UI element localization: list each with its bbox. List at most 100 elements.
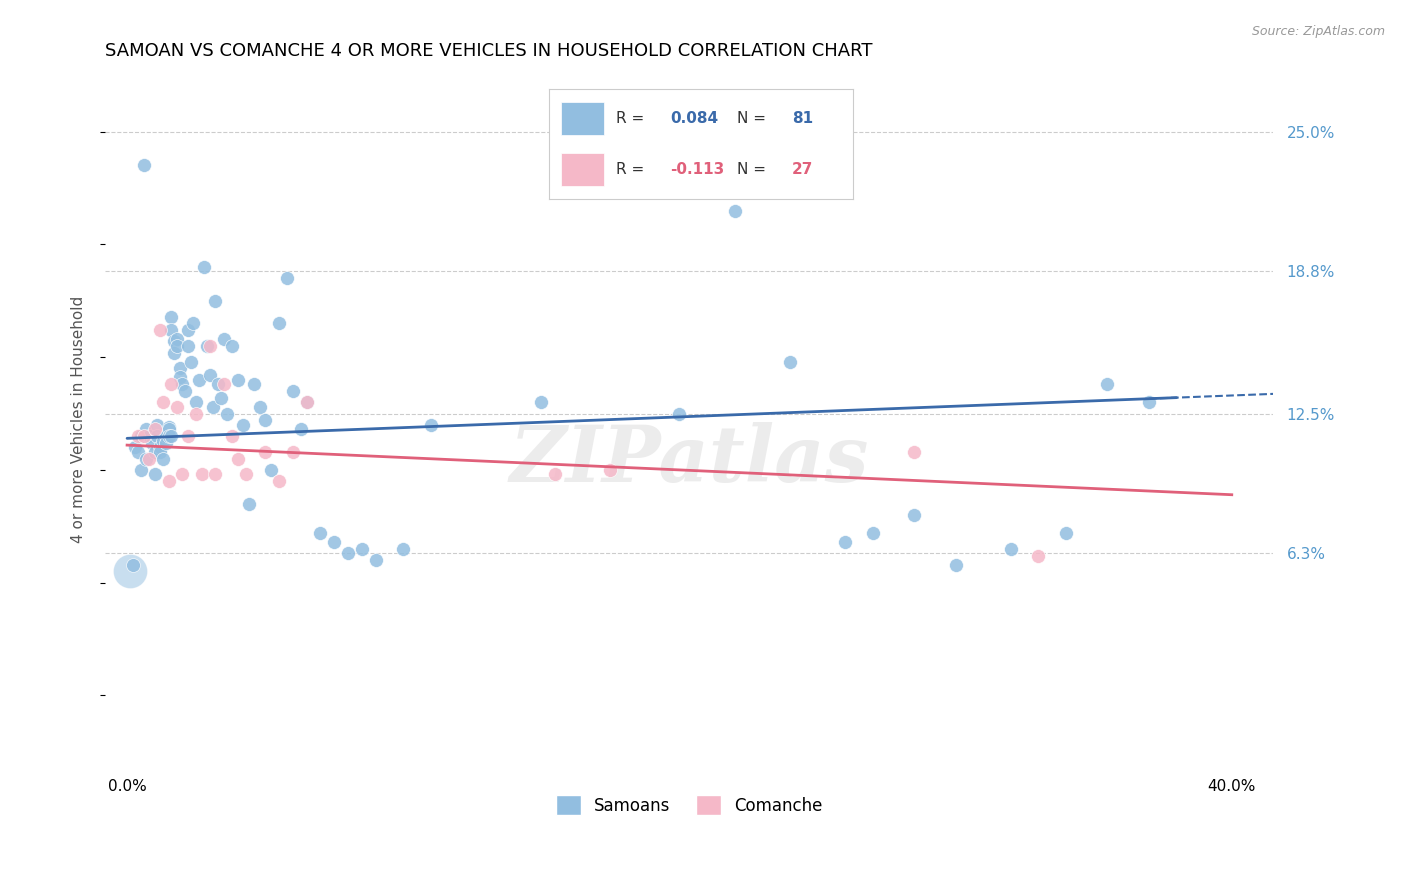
Point — [132, 429, 155, 443]
Point — [138, 451, 160, 466]
Point — [143, 467, 166, 482]
Point — [127, 445, 149, 459]
Point — [141, 435, 163, 450]
Point — [290, 422, 312, 436]
Point — [201, 400, 224, 414]
Point — [221, 429, 243, 443]
Point — [281, 445, 304, 459]
Point — [152, 395, 174, 409]
Point — [207, 377, 229, 392]
Point — [238, 497, 260, 511]
Point — [157, 420, 180, 434]
Point — [166, 400, 188, 414]
Point — [146, 417, 169, 432]
Point — [1137, 395, 1160, 409]
Point — [149, 441, 172, 455]
Point — [135, 451, 157, 466]
Point — [129, 429, 152, 443]
Point — [295, 395, 318, 409]
Point — [138, 429, 160, 443]
Point — [180, 354, 202, 368]
Point — [160, 377, 183, 392]
Point — [1097, 377, 1119, 392]
Point — [204, 293, 226, 308]
Point — [163, 345, 186, 359]
Point — [169, 361, 191, 376]
Point — [183, 316, 205, 330]
Point — [834, 535, 856, 549]
Point — [903, 508, 925, 522]
Point — [132, 158, 155, 172]
Point — [157, 429, 180, 443]
Point — [226, 451, 249, 466]
Point — [143, 422, 166, 436]
Point — [121, 558, 143, 572]
Point — [135, 422, 157, 436]
Point — [903, 445, 925, 459]
Point — [152, 451, 174, 466]
Point — [249, 400, 271, 414]
Point — [599, 463, 621, 477]
Point — [143, 445, 166, 459]
Point — [1028, 549, 1050, 563]
Point — [1054, 526, 1077, 541]
Point — [267, 316, 290, 330]
Point — [862, 526, 884, 541]
Point — [157, 474, 180, 488]
Point — [243, 377, 266, 392]
Point — [172, 467, 194, 482]
Point — [160, 310, 183, 324]
Point — [155, 435, 177, 450]
Point — [193, 260, 215, 274]
Point — [204, 467, 226, 482]
Point — [260, 463, 283, 477]
Point — [174, 384, 197, 398]
Point — [254, 413, 277, 427]
Point — [419, 417, 441, 432]
Point — [724, 203, 747, 218]
Point — [177, 323, 200, 337]
Point — [172, 377, 194, 392]
Point — [124, 441, 146, 455]
Point — [212, 377, 235, 392]
Point — [1000, 541, 1022, 556]
Point — [779, 354, 801, 368]
Point — [350, 541, 373, 556]
Point — [195, 339, 218, 353]
Text: SAMOAN VS COMANCHE 4 OR MORE VEHICLES IN HOUSEHOLD CORRELATION CHART: SAMOAN VS COMANCHE 4 OR MORE VEHICLES IN… — [105, 42, 873, 60]
Point — [177, 429, 200, 443]
Point — [281, 384, 304, 398]
Point — [146, 429, 169, 443]
Point — [232, 417, 254, 432]
Point — [129, 463, 152, 477]
Point — [254, 445, 277, 459]
Point — [166, 339, 188, 353]
Point — [184, 407, 207, 421]
Point — [392, 541, 415, 556]
Point — [198, 339, 221, 353]
Text: Source: ZipAtlas.com: Source: ZipAtlas.com — [1251, 25, 1385, 38]
Point — [530, 395, 553, 409]
Point — [166, 332, 188, 346]
Point — [209, 391, 232, 405]
Point — [152, 434, 174, 448]
Point — [295, 395, 318, 409]
Point — [163, 334, 186, 349]
Point — [187, 373, 209, 387]
Point — [309, 526, 332, 541]
Point — [212, 332, 235, 346]
Point — [323, 535, 346, 549]
Point — [118, 565, 141, 579]
Point — [169, 370, 191, 384]
Point — [149, 323, 172, 337]
Point — [157, 422, 180, 436]
Point — [544, 467, 567, 482]
Point — [945, 558, 967, 572]
Point — [127, 429, 149, 443]
Point — [160, 323, 183, 337]
Point — [177, 339, 200, 353]
Point — [155, 429, 177, 443]
Point — [215, 407, 238, 421]
Text: ZIPatlas: ZIPatlas — [509, 422, 869, 499]
Point — [668, 407, 690, 421]
